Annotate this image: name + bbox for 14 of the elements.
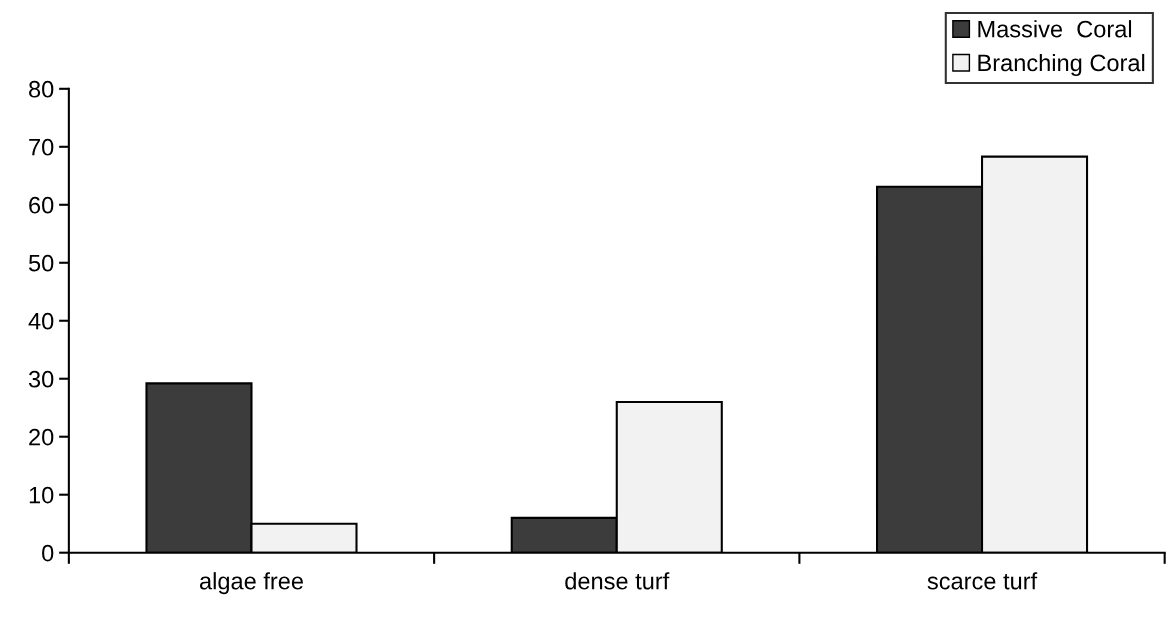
y-tick-label: 0 [42, 544, 54, 562]
x-tick-label: algae free [199, 572, 303, 595]
x-tick-label: dense turf [565, 572, 670, 590]
y-tick-label: 40 [28, 312, 54, 330]
y-tick-label: 30 [28, 370, 54, 388]
y-tick-label: 10 [29, 486, 54, 504]
y-tick-label: 70 [29, 138, 54, 156]
legend-label: Branching Coral [978, 53, 1145, 76]
y-tick-label: 60 [29, 196, 54, 214]
x-tick-label: scarce turf [927, 572, 1038, 590]
y-tick-label: 50 [28, 254, 54, 272]
legend-label: Massive Coral [978, 20, 1132, 38]
y-tick-label: 80 [29, 80, 54, 98]
y-tick-label: 20 [29, 428, 54, 446]
